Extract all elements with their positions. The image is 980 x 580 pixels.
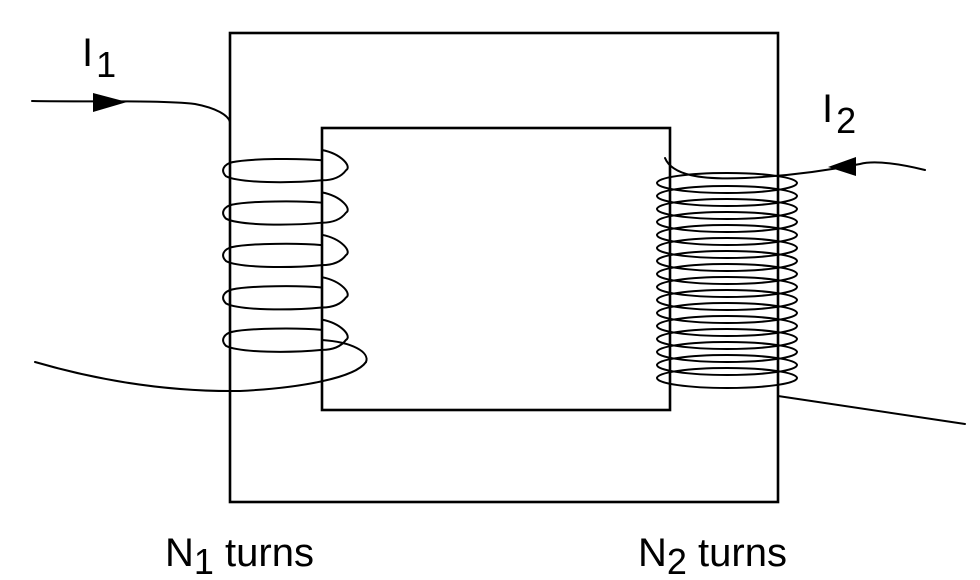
primary-coil-turn [321,318,349,351]
current-label-i1-subscript: 1 [96,44,116,85]
secondary-coil-turn [656,263,798,285]
secondary-input-arrow [828,157,856,176]
primary-coil-turn [222,203,323,226]
primary-coil-turn [231,242,323,249]
primary-coil-turn [222,330,323,353]
primary-coil-turn [222,288,323,311]
core-window-rect [320,126,672,412]
primary-coil-turn [222,161,323,184]
current-label-i1-symbol: I [82,31,93,75]
current-label-i1: I1 [82,31,116,85]
secondary-coil-turn [656,250,798,272]
winding-label-n2-subscript: 2 [667,541,687,580]
secondary-coil-turn [656,172,798,194]
secondary-coil-turn [656,237,798,259]
winding-label-n2-suffix: turns [687,531,787,575]
secondary-coil-turn [656,302,798,324]
secondary-coil-turn [656,185,798,207]
winding-label-n2-symbol: N [638,531,667,575]
transformer-core [228,31,780,504]
secondary-coil-turn [656,354,798,376]
primary-coil-turn [321,191,349,224]
winding-label-n2: N2 turns [638,531,787,580]
secondary-coil-turn [656,315,798,337]
secondary-coil-turn [656,198,798,220]
secondary-coil-turn [656,211,798,233]
current-label-i2-subscript: 2 [836,100,856,141]
primary-output-lead [34,361,367,393]
current-label-i2: I2 [822,87,856,141]
primary-coil-turn [231,200,323,206]
winding-label-n1: N1 turns [165,531,314,580]
winding-label-n1-suffix: turns [214,531,314,575]
secondary-coil-turn [656,276,798,298]
secondary-coil-turn [656,341,798,363]
secondary-coil-turn [656,289,798,311]
primary-input-lead [31,100,231,123]
current-label-i2-symbol: I [822,87,833,131]
secondary-output-lead [777,395,966,425]
secondary-input-lead [664,157,926,180]
primary-coil-turn [231,285,323,291]
primary-coil-turn [321,276,349,309]
primary-coil-turn [231,327,323,333]
secondary-coil [656,172,798,389]
primary-coil-turn [321,339,368,363]
secondary-coil-turn [656,367,798,389]
winding-label-n1-symbol: N [165,531,194,575]
primary-coil-turn [321,149,349,182]
core-outer-rect [228,31,780,504]
winding-label-n1-subscript: 1 [194,541,214,580]
primary-input-arrow [93,93,127,112]
secondary-coil-turn [656,328,798,350]
primary-coil-turn [222,246,323,268]
primary-coil-turn [321,233,349,267]
primary-coil-turn [231,157,323,164]
secondary-coil-turn [656,224,798,246]
primary-coil [222,149,368,363]
